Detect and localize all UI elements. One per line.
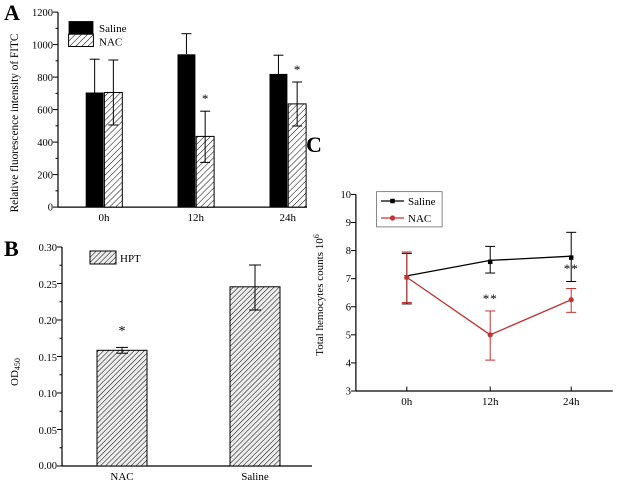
- svg-text:Relative fluorescence intensit: Relative fluorescence intensity of FITC: [9, 34, 21, 213]
- svg-text:6: 6: [346, 302, 351, 313]
- svg-text:Saline: Saline: [99, 23, 127, 35]
- svg-text:NAC: NAC: [99, 37, 122, 49]
- svg-text:12h: 12h: [188, 212, 205, 224]
- svg-text:0.10: 0.10: [39, 389, 57, 400]
- svg-text:Total hemocytes counts 106: Total hemocytes counts 106: [312, 234, 326, 355]
- svg-text:*: *: [119, 324, 126, 339]
- svg-text:*: *: [294, 62, 301, 77]
- svg-text:**: **: [483, 291, 498, 306]
- svg-text:3: 3: [346, 387, 351, 398]
- svg-text:8: 8: [346, 246, 351, 257]
- svg-text:1200: 1200: [32, 8, 53, 19]
- svg-text:0.20: 0.20: [39, 316, 57, 327]
- svg-text:Saline: Saline: [408, 196, 436, 208]
- svg-text:400: 400: [37, 138, 53, 149]
- svg-text:HPT: HPT: [120, 253, 141, 265]
- svg-text:NAC: NAC: [110, 471, 133, 483]
- svg-text:0.25: 0.25: [39, 280, 57, 291]
- svg-text:200: 200: [37, 171, 53, 182]
- svg-text:24h: 24h: [563, 396, 580, 408]
- svg-text:NAC: NAC: [408, 213, 431, 225]
- svg-text:800: 800: [37, 73, 53, 84]
- svg-text:9: 9: [346, 218, 351, 229]
- svg-text:24h: 24h: [280, 212, 297, 224]
- svg-text:600: 600: [37, 106, 53, 117]
- svg-text:10: 10: [341, 190, 352, 201]
- svg-text:0h: 0h: [99, 212, 111, 224]
- svg-text:5: 5: [346, 330, 351, 341]
- svg-text:OD450: OD450: [9, 358, 22, 386]
- svg-text:4: 4: [346, 359, 352, 370]
- svg-text:0.15: 0.15: [39, 353, 57, 364]
- svg-text:**: **: [564, 261, 579, 276]
- svg-text:7: 7: [346, 274, 351, 285]
- svg-text:Saline: Saline: [241, 471, 269, 483]
- svg-text:0.30: 0.30: [39, 243, 57, 254]
- svg-text:*: *: [202, 91, 209, 106]
- svg-text:1000: 1000: [32, 41, 53, 52]
- svg-text:12h: 12h: [482, 396, 499, 408]
- svg-text:0.05: 0.05: [39, 426, 57, 437]
- svg-text:0: 0: [48, 203, 53, 214]
- svg-text:0h: 0h: [401, 396, 413, 408]
- svg-text:0.00: 0.00: [39, 461, 57, 472]
